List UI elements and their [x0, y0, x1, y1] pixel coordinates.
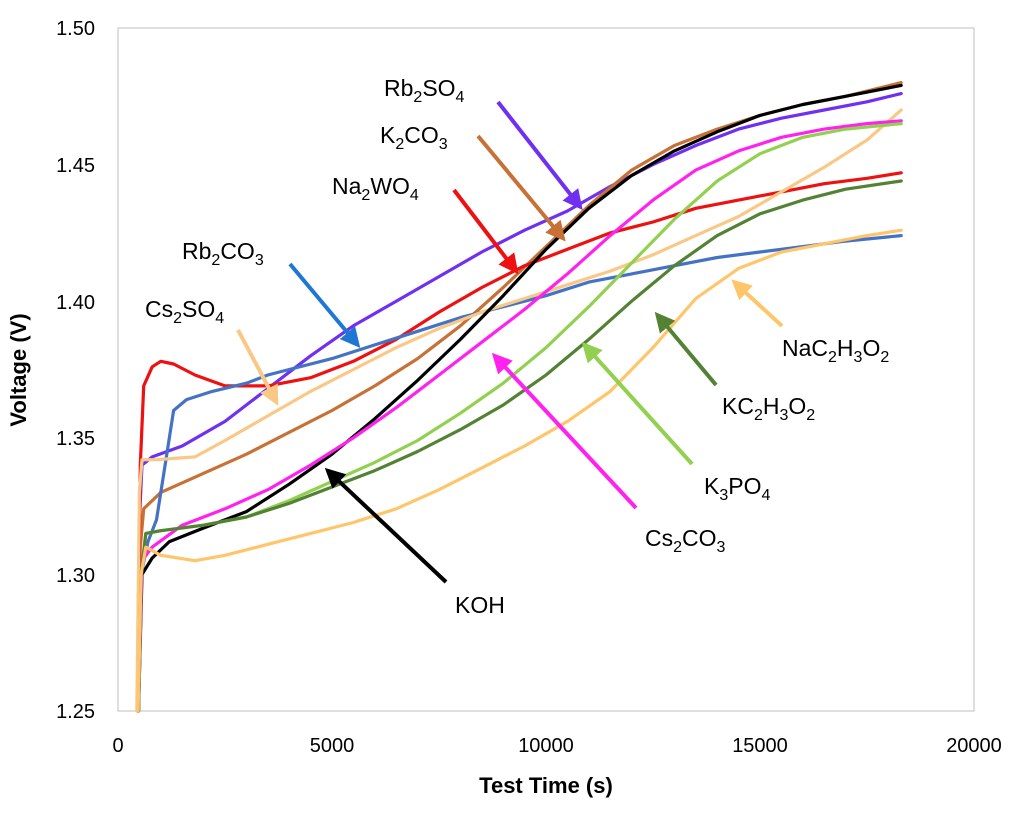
- x-tick-label: 10000: [518, 735, 574, 757]
- series-layer: [135, 80, 903, 713]
- annotation-arrow: [731, 279, 784, 328]
- series-line-cs2so4: [135, 108, 903, 713]
- annotation-label: KC2H3O2: [722, 393, 815, 424]
- annotation-arrow: [324, 467, 448, 584]
- annotation-label: K3PO4: [704, 473, 770, 504]
- series-line-nac2h3o2: [136, 228, 903, 713]
- annotation-arrow: [452, 188, 519, 275]
- annotation-arrow: [491, 352, 638, 510]
- series-line-na2wo4: [136, 171, 903, 713]
- annotation-arrow: [654, 311, 718, 387]
- y-axis: 1.25 1.30 1.35 1.40 1.45 1.50: [56, 18, 95, 723]
- annotation-label: NaC2H3O2: [782, 335, 889, 366]
- annotation-layer: Rb2SO4 K2CO3 Na2WO4 Rb2CO3 Cs2SO4 KOH Cs2CO3 K3…: [145, 75, 889, 618]
- y-axis-title: Voltage (V): [6, 313, 31, 426]
- series-line-cs2co3: [136, 119, 903, 713]
- y-tick-label: 1.50: [56, 18, 95, 40]
- x-axis: 0 5000 10000 15000 20000: [112, 735, 1001, 757]
- annotation-arrow: [288, 262, 361, 348]
- x-tick-label: 0: [112, 735, 123, 757]
- annotation-label: KOH: [455, 592, 505, 618]
- x-tick-label: 15000: [732, 735, 788, 757]
- y-tick-label: 1.45: [56, 155, 95, 177]
- annotation-label: Na2WO4: [332, 173, 419, 204]
- y-tick-label: 1.35: [56, 428, 95, 450]
- y-tick-label: 1.30: [56, 565, 95, 587]
- y-tick-label: 1.40: [56, 292, 95, 314]
- annotation-label: K2CO3: [380, 122, 448, 153]
- annotation-arrow: [476, 134, 566, 242]
- annotation-arrow: [496, 100, 583, 211]
- x-tick-label: 5000: [310, 735, 355, 757]
- x-tick-label: 20000: [946, 735, 1002, 757]
- annotation-arrow: [236, 329, 279, 406]
- x-axis-title: Test Time (s): [479, 773, 613, 798]
- series-line-koh: [136, 83, 903, 713]
- annotation-label: Rb2CO3: [182, 238, 264, 269]
- series-line-rb2co3: [136, 234, 903, 713]
- annotation-label: Cs2SO4: [145, 296, 224, 327]
- y-tick-label: 1.25: [56, 701, 95, 723]
- annotation-label: Rb2SO4: [384, 75, 465, 106]
- annotation-arrow: [581, 341, 694, 466]
- series-line-kc2h3o2: [136, 179, 903, 713]
- annotation-label: Cs2CO3: [645, 525, 726, 556]
